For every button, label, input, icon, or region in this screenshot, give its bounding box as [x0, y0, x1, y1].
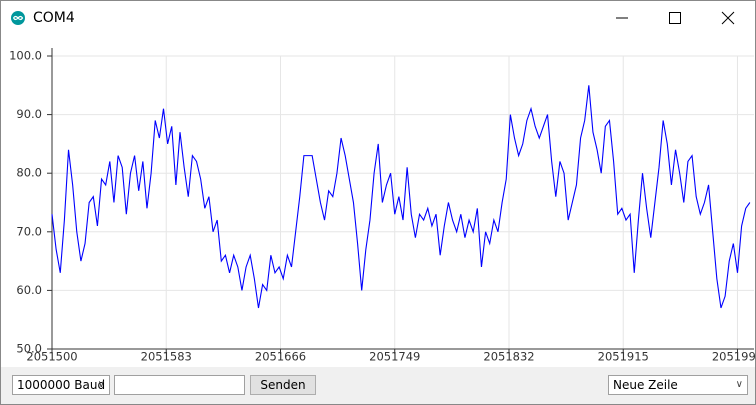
- send-button[interactable]: Senden: [250, 375, 316, 395]
- message-input[interactable]: [114, 375, 245, 395]
- dropdown-arrow: ∨: [97, 379, 105, 390]
- baud-label: 1000000 Baud: [17, 378, 106, 392]
- data-line: [51, 85, 751, 309]
- x-tick-label: 2051915: [598, 350, 649, 364]
- x-tick-label: 2051832: [483, 350, 534, 364]
- bottom-bar: 1000000 Baud ∨ Senden Neue Zeile ∨: [1, 367, 755, 404]
- baud-select[interactable]: 1000000 Baud ∨: [12, 375, 110, 395]
- title-bar-graphics: [11, 11, 735, 25]
- x-tick-label: 2051998: [712, 350, 755, 364]
- y-tick-label: 90.0: [16, 107, 42, 121]
- x-tick-label: 2051749: [369, 350, 420, 364]
- y-tick-label: 100.0: [9, 49, 42, 63]
- x-tick-label: 2051666: [255, 350, 306, 364]
- y-tick-label: 50.0: [16, 342, 42, 356]
- line-ending-select[interactable]: Neue Zeile ∨: [608, 375, 748, 395]
- x-tick-label: 2051583: [141, 350, 192, 364]
- y-tick-label: 60.0: [16, 283, 42, 297]
- y-tick-label: 80.0: [16, 166, 42, 180]
- y-tick-label: 70.0: [16, 224, 42, 238]
- maximize-button[interactable]: [669, 12, 681, 24]
- title-bar: COM4: [1, 1, 755, 36]
- plot: 50.0 60.0 70.0 80.0 90.0 100.0 2051500 2051583 2…: [9, 48, 755, 364]
- x-tick-label: 2051500: [26, 350, 77, 364]
- dropdown-arrow: ∨: [735, 379, 743, 390]
- window-title: COM4: [33, 10, 75, 26]
- close-button[interactable]: [721, 11, 735, 25]
- line-ending-label: Neue Zeile: [613, 378, 678, 392]
- app-icon-symbol: [13, 15, 24, 21]
